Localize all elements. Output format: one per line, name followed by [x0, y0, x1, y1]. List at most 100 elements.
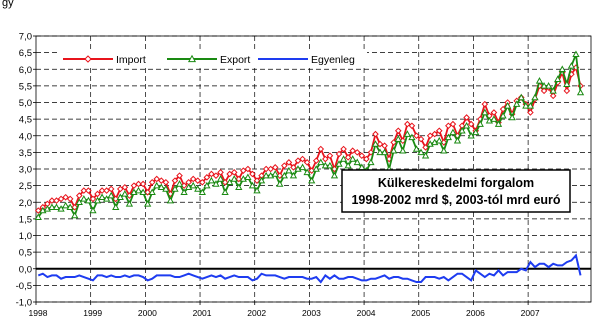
export-point [143, 200, 152, 207]
import-point [121, 183, 129, 191]
series-layer [34, 50, 585, 284]
x-axis: 1998 1999 2000 2001 2002 2003 2004 2005 2006 2007 [29, 302, 540, 318]
import-point [262, 165, 270, 173]
y-tick-label: 5,5 [19, 81, 32, 92]
export-point [349, 155, 357, 162]
import-point [208, 170, 215, 178]
export-point [563, 80, 571, 87]
import-point [385, 155, 393, 163]
import-point [116, 185, 124, 193]
y-tick-label: 7,0 [19, 32, 32, 43]
export-point [216, 175, 225, 182]
export-point [203, 181, 211, 189]
y-tick-label: 5,0 [19, 98, 32, 109]
export-point [80, 195, 88, 202]
import-point [240, 167, 247, 174]
export-point [235, 183, 243, 191]
import-point [467, 120, 475, 128]
export-point [330, 171, 339, 179]
y-tick-label: 3,5 [19, 148, 32, 159]
y-tick-label: 6,5 [19, 48, 32, 59]
export-point [303, 168, 311, 176]
export-point [271, 170, 279, 177]
import-point [285, 159, 293, 166]
y-tick-label: 1,5 [19, 214, 32, 225]
export-point [175, 180, 184, 187]
import-point [426, 132, 434, 140]
export-point [226, 178, 234, 186]
import-point [235, 175, 243, 183]
export-point [353, 158, 361, 166]
import-point [103, 187, 110, 194]
export-point [312, 165, 320, 172]
export-point [71, 211, 79, 219]
egyenleg-line [37, 253, 582, 284]
import-point [317, 145, 325, 153]
export-point [390, 146, 398, 154]
import-point [353, 149, 361, 156]
chart-subtitle: 1998-2002 mrd $, 2003-tól mrd euró [351, 193, 560, 207]
import-point [230, 169, 238, 176]
legend-export-marker [187, 54, 197, 63]
title-box: Külkereskedelmi forgalom 1998-2002 mrd $… [341, 169, 571, 213]
y-tick-label: 2,0 [19, 198, 32, 209]
import-point [89, 195, 97, 203]
export-point [180, 188, 188, 196]
import-point [435, 127, 443, 135]
export-point [189, 181, 197, 189]
export-point [472, 128, 480, 136]
export-point [230, 175, 238, 182]
export-point [262, 171, 270, 179]
export-point [412, 145, 421, 152]
import-point [399, 137, 407, 145]
export-point [61, 201, 70, 209]
export-point [503, 101, 512, 109]
export-point [57, 205, 65, 212]
import-point [394, 127, 402, 135]
export-point [102, 195, 111, 202]
x-tick-label: 2003 [302, 308, 321, 318]
export-point [194, 185, 202, 192]
export-point [166, 196, 175, 204]
import-point [189, 175, 197, 183]
export-point [344, 161, 352, 169]
export-point [540, 82, 548, 89]
export-point [285, 166, 293, 174]
export-point [371, 140, 380, 147]
export-point [257, 176, 266, 184]
y-tick-label: 4,0 [19, 131, 32, 142]
import-point [322, 155, 329, 163]
import-point [449, 120, 457, 128]
import-point [171, 177, 179, 184]
y-axis: 7,0 6,5 6,0 5,5 5,0 4,5 4,0 3,5 3,0 2,5 2,0 1,5 1,0 0… [16, 32, 36, 309]
export-point [367, 158, 375, 166]
export-point [526, 101, 535, 109]
export-point [421, 151, 430, 159]
export-point [52, 203, 61, 210]
export-point [490, 115, 498, 122]
import-point [217, 169, 224, 176]
import-point [563, 87, 571, 95]
import-point [372, 130, 379, 138]
export-point [567, 62, 576, 69]
export-point [408, 133, 416, 141]
import-point [481, 100, 489, 108]
export-point [531, 93, 539, 101]
export-point [440, 146, 448, 154]
export-point [449, 128, 457, 136]
import-point [417, 135, 425, 143]
import-point [294, 157, 302, 164]
export-point [98, 193, 106, 201]
export-point [289, 171, 298, 179]
export-point [89, 206, 97, 214]
import-point [349, 147, 356, 155]
export-point [513, 100, 521, 107]
import-point [66, 195, 74, 203]
import-point [226, 170, 233, 178]
import-point [48, 197, 56, 204]
export-point [157, 183, 165, 191]
import-point [308, 167, 315, 174]
import-point [326, 152, 334, 160]
legend-import-label: Import [116, 54, 146, 66]
import-point [367, 149, 375, 156]
